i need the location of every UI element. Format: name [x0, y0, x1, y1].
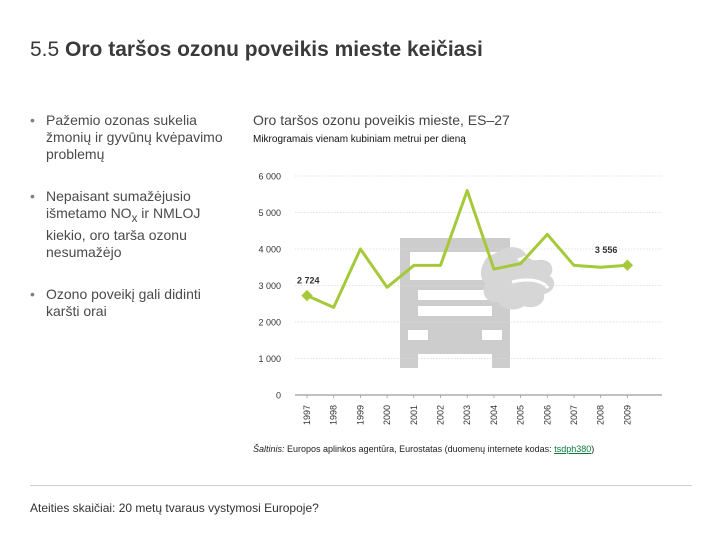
- truck-wheel: [492, 354, 510, 368]
- source-note: Šaltinis: Europos aplinkos agentūra, Eur…: [253, 444, 594, 454]
- x-tick-label: 1997: [302, 405, 312, 425]
- bullet-item: Nepaisant sumažėjusio išmetamo NOx ir NM…: [28, 188, 238, 261]
- footer-divider: [30, 485, 692, 486]
- x-tick-label: 2009: [622, 405, 632, 425]
- y-tick-label: 3 000: [258, 281, 281, 291]
- bullet-list: Pažemio ozonas sukelia žmonių ir gyvūnų …: [28, 112, 238, 346]
- x-tick-label: 1998: [329, 405, 339, 425]
- data-label: 2 724: [297, 276, 320, 286]
- x-tick-label: 2008: [596, 405, 606, 425]
- endpoint-marker: [621, 259, 634, 271]
- endpoint-marker: [301, 289, 313, 302]
- chart-grid: [295, 175, 662, 396]
- x-tick-label: 2006: [542, 405, 552, 425]
- y-tick-label: 6 000: [258, 172, 281, 182]
- source-label: Šaltinis:: [253, 444, 285, 454]
- x-tick-label: 2002: [436, 405, 446, 425]
- data-label: 3 556: [595, 245, 618, 255]
- bullet-text-subscript: x: [131, 211, 138, 225]
- x-axis-labels: 1997 1998 1999 2000 2001 2002 2003 2004 2005 2006…: [302, 395, 632, 425]
- source-text: Europos aplinkos agentūra, Eurostatas (d…: [284, 444, 555, 454]
- line-chart: 0 1 000 2 000 3 000 4 000 5 000 6 000 1997 1998…: [258, 172, 662, 425]
- chart-title: Oro taršos ozonu poveikis mieste, ES–27: [253, 112, 510, 128]
- truck-smoke-illustration: [400, 238, 568, 368]
- slide-title-number: 5.5: [30, 38, 60, 61]
- truck-headlight: [482, 330, 502, 340]
- bullet-item: Pažemio ozonas sukelia žmonių ir gyvūnų …: [28, 112, 238, 163]
- x-tick-label: 2003: [462, 405, 472, 425]
- y-tick-label: 0: [276, 391, 281, 401]
- x-tick-label: 1999: [355, 405, 365, 425]
- truck-headlight: [408, 330, 428, 340]
- bullet-text: Pažemio ozonas sukelia žmonių ir gyvūnų …: [46, 112, 223, 162]
- smoke-swirl: [511, 278, 550, 290]
- truck-grille-bar: [418, 290, 492, 300]
- x-tick-label: 2000: [382, 405, 392, 425]
- source-link[interactable]: tsdph380: [554, 444, 592, 454]
- bullet-text-post: ir NMLOJ kiekio, oro tarša ozonu nesumaž…: [46, 205, 201, 260]
- slide-title: 5.5 Oro taršos ozonu poveikis mieste kei…: [30, 38, 483, 62]
- truck-wheel: [400, 354, 418, 368]
- source-close: ): [591, 444, 595, 454]
- x-tick-label: 2005: [516, 405, 526, 425]
- bullet-text: Ozono poveikį gali didinti karšti orai: [46, 285, 201, 319]
- y-axis-labels: 0 1 000 2 000 3 000 4 000 5 000 6 000: [258, 172, 281, 401]
- footer-text: Ateities skaičiai: 20 metų tvaraus vysty…: [30, 501, 319, 515]
- y-tick-label: 5 000: [258, 208, 281, 218]
- chart-unit-label: Mikrogramais vienam kubiniam metrui per …: [253, 134, 466, 145]
- x-tick-label: 2001: [409, 405, 419, 425]
- smoke-cloud: [480, 247, 555, 310]
- x-tick-label: 2007: [569, 405, 579, 425]
- y-tick-label: 1 000: [258, 354, 281, 364]
- smoke-swirl: [517, 252, 568, 278]
- bullet-item: Ozono poveikį gali didinti karšti orai: [28, 286, 238, 320]
- y-tick-label: 2 000: [258, 318, 281, 328]
- truck-grille-bar: [418, 306, 492, 316]
- data-annotations: 2 724 3 556: [297, 245, 617, 285]
- x-tick-label: 2004: [489, 405, 499, 425]
- y-tick-label: 4 000: [258, 245, 281, 255]
- bullet-text-pre: Nepaisant sumažėjusio išmetamo NO: [46, 188, 191, 221]
- slide-title-text: Oro taršos ozonu poveikis mieste keičias…: [65, 38, 483, 61]
- series-line: [306, 189, 628, 309]
